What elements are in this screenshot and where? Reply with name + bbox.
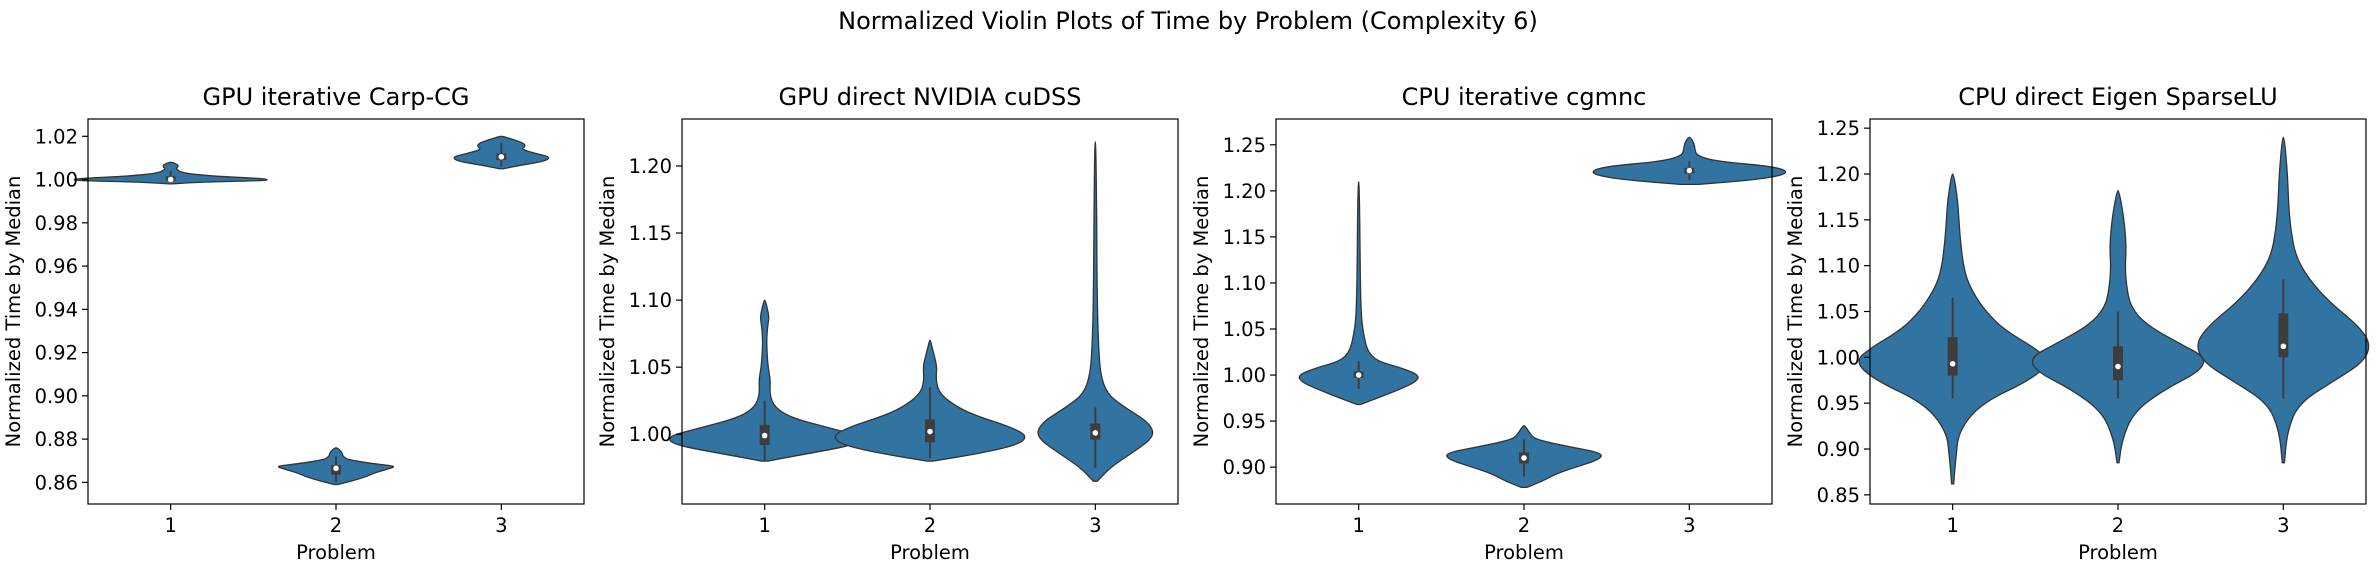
violin-box: [2278, 313, 2289, 358]
violin-median: [1949, 360, 1956, 367]
violin-problem-1: [1858, 173, 2047, 485]
violin-problem-2: [2031, 189, 2205, 464]
x-tick-label: 2: [1518, 514, 1530, 537]
y-tick-label: 1.20: [1817, 163, 1860, 186]
x-tick-label: 2: [330, 514, 342, 537]
y-tick-label: 1.15: [629, 222, 672, 245]
violin-median: [167, 176, 174, 183]
violin-problem-2: [1446, 425, 1602, 489]
x-tick-label: 1: [1946, 514, 1958, 537]
x-tick-label: 2: [924, 514, 936, 537]
panel-title: GPU iterative Carp-CG: [203, 83, 470, 111]
x-tick-label: 1: [758, 514, 770, 537]
panel-2: GPU direct NVIDIA cuDSS 1.00 1.05 1.10 1.15 1…: [596, 83, 1179, 564]
y-axis-label: Normalized Time by Median: [1190, 176, 1213, 448]
y-tick-label: 1.10: [1817, 255, 1860, 278]
x-axis-label: Problem: [296, 541, 376, 564]
y-axis-label: Normalized Time by Median: [2, 176, 25, 448]
violin-median: [2115, 363, 2121, 370]
violin-median: [333, 465, 339, 472]
y-tick-label: 1.10: [1223, 272, 1266, 295]
violin-problem-1: [1298, 180, 1419, 406]
y-tick-label: 1.20: [1223, 180, 1266, 203]
y-tick-label: 1.25: [1223, 134, 1266, 157]
x-tick-label: 1: [164, 514, 176, 537]
y-tick-label: 1.00: [1223, 364, 1266, 387]
y-tick-label: 1.00: [1817, 346, 1860, 369]
violin-body: [1592, 136, 1787, 186]
panels: GPU iterative Carp-CG 0.86 0.88 0.90 0.92 0.9…: [2, 83, 2370, 564]
violin-problem-3: [1592, 136, 1787, 186]
y-tick-label: 1.02: [35, 125, 78, 148]
y-tick-label: 0.85: [1817, 484, 1860, 507]
x-tick-label: 3: [2277, 514, 2289, 537]
violin-body: [1037, 141, 1154, 482]
violin-problem-2: [834, 339, 1026, 462]
figure-title: Normalized Violin Plots of Time by Probl…: [838, 7, 1538, 35]
y-tick-label: 1.00: [629, 423, 672, 446]
violin-problem-2: [277, 447, 395, 486]
violin-problem-1: [73, 161, 268, 185]
y-tick-label: 0.90: [1223, 456, 1266, 479]
violin-problem-1: [669, 299, 861, 462]
violin-median: [761, 432, 768, 439]
panel-4: CPU direct Eigen SparseLU 0.85 0.90 0.95 1.0…: [1784, 83, 2370, 564]
x-tick-label: 2: [2112, 514, 2124, 537]
violin-median: [927, 428, 933, 435]
violin-problem-3: [2197, 136, 2370, 464]
x-tick-label: 3: [1683, 514, 1695, 537]
x-axis-label: Problem: [890, 541, 970, 564]
y-tick-label: 1.05: [1817, 301, 1860, 324]
y-tick-label: 1.00: [35, 169, 78, 192]
y-tick-label: 0.95: [1223, 410, 1266, 433]
y-tick-label: 1.25: [1817, 117, 1860, 140]
violin-problem-3: [453, 135, 550, 170]
y-tick-label: 0.96: [35, 255, 78, 278]
panel-3: CPU iterative cgmnc 0.90 0.95 1.00 1.05 1.10 1…: [1190, 83, 1787, 564]
y-axis-label: Normalized Time by Median: [596, 176, 619, 448]
y-tick-label: 0.92: [35, 342, 78, 365]
violin-median: [1521, 455, 1527, 461]
violin-median: [2280, 343, 2287, 350]
panel-title: CPU iterative cgmnc: [1402, 83, 1647, 111]
y-tick-label: 1.10: [629, 289, 672, 312]
y-tick-label: 0.86: [35, 471, 78, 494]
y-tick-label: 0.94: [35, 298, 78, 321]
y-tick-label: 0.90: [35, 385, 78, 408]
panel-title: GPU direct NVIDIA cuDSS: [779, 83, 1082, 111]
x-axis-label: Problem: [2078, 541, 2158, 564]
violin-body: [669, 299, 861, 462]
y-tick-label: 0.90: [1817, 438, 1860, 461]
y-tick-label: 1.05: [629, 356, 672, 379]
x-tick-label: 1: [1352, 514, 1364, 537]
y-tick-label: 0.98: [35, 212, 78, 235]
x-tick-label: 3: [1089, 514, 1101, 537]
panel-1: GPU iterative Carp-CG 0.86 0.88 0.90 0.92 0.9…: [2, 83, 585, 564]
violin-problem-3: [1037, 141, 1154, 482]
panel-title: CPU direct Eigen SparseLU: [1958, 83, 2277, 111]
y-tick-label: 1.05: [1223, 318, 1266, 341]
violin-median: [498, 154, 505, 160]
violin-median: [1092, 430, 1099, 436]
y-axis-label: Normalized Time by Median: [1784, 176, 1807, 448]
x-tick-label: 3: [495, 514, 507, 537]
violin-median: [1355, 372, 1362, 378]
violin-box: [1947, 337, 1958, 376]
y-tick-label: 1.15: [1223, 226, 1266, 249]
y-tick-label: 0.95: [1817, 392, 1860, 415]
violin-body: [1298, 180, 1419, 406]
x-axis-label: Problem: [1484, 541, 1564, 564]
y-tick-label: 1.15: [1817, 209, 1860, 232]
violin-median: [1686, 167, 1693, 174]
y-tick-label: 1.20: [629, 155, 672, 178]
violin-box: [2113, 346, 2123, 381]
y-tick-label: 0.88: [35, 428, 78, 451]
